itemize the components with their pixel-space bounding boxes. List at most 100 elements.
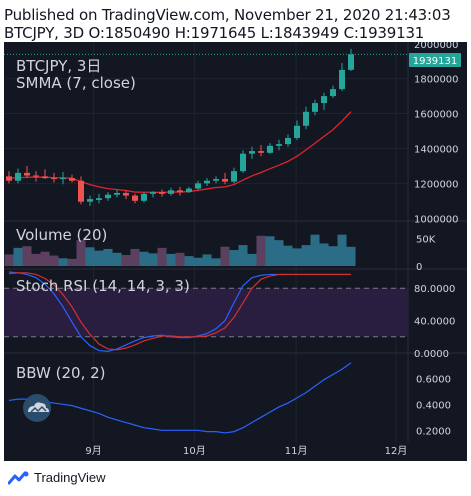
stoch-rsi-legend: Stoch RSI (14, 14, 3, 3) <box>16 277 190 295</box>
candle-body <box>123 192 129 196</box>
volume-tick-label: 50K <box>416 235 436 246</box>
stoch-rsi-band <box>4 288 408 337</box>
volume-bar <box>310 234 320 266</box>
candle-body <box>330 89 336 97</box>
volume-bar <box>103 248 113 266</box>
candle-body <box>276 144 282 146</box>
candle-body <box>6 176 12 181</box>
candle-body <box>15 172 21 181</box>
chart-container[interactable]: 2000000 1800000 1600000 1400000 1200000 10000… <box>4 40 467 461</box>
volume-bar <box>301 245 311 266</box>
bbw-legend: BBW (20, 2) <box>16 364 106 382</box>
candle-body <box>51 178 57 180</box>
candle-body <box>150 192 156 194</box>
candle-body <box>348 54 354 70</box>
candle-body <box>240 153 246 172</box>
time-tick-label: 10月 <box>183 445 206 457</box>
bbw-axis: 0.6000 0.4000 0.2000 <box>416 374 451 437</box>
volume-legend: Volume (20) <box>16 226 107 244</box>
volume-bar <box>139 251 149 266</box>
bbw-tick-label: 0.2000 <box>416 426 451 437</box>
chart-grid <box>4 42 408 442</box>
price-tick-label: 1200000 <box>414 179 459 190</box>
volume-axis: 50K 0 <box>416 235 436 274</box>
volume-bar <box>76 240 86 266</box>
volume-bar <box>184 256 194 266</box>
bbw-tick-label: 0.6000 <box>416 374 451 385</box>
volume-bar <box>40 251 50 266</box>
chart-canvas[interactable]: 2000000 1800000 1600000 1400000 1200000 10000… <box>4 40 467 461</box>
volume-bar <box>220 246 230 266</box>
stoch-tick-label: 40.0000 <box>414 317 455 328</box>
volume-bar <box>283 245 293 266</box>
tradingview-logo-icon <box>8 471 29 484</box>
candle-body <box>69 178 75 181</box>
symbol-title: BTCJPY, 3日 <box>16 57 101 75</box>
candle-body <box>24 172 30 176</box>
last-price-label: 1939131 <box>413 56 458 67</box>
stoch-d-line <box>8 272 351 351</box>
price-tick-label: 1800000 <box>414 75 459 86</box>
candle-body <box>141 193 147 201</box>
publish-info-text: Published on TradingView.com, November 2… <box>4 6 451 24</box>
bbw-line <box>8 362 352 434</box>
candle-body <box>294 125 300 138</box>
price-tick-label: 1600000 <box>414 110 459 121</box>
volume-bar <box>13 247 23 266</box>
candle-body <box>249 151 255 154</box>
bbw-polyline <box>8 362 352 434</box>
volume-bar <box>319 243 329 266</box>
volume-bar <box>85 247 95 266</box>
candle-body <box>78 180 84 202</box>
volume-bar <box>4 254 14 266</box>
volume-bar <box>157 247 167 266</box>
price-axis: 2000000 1800000 1600000 1400000 1200000 10000… <box>414 40 459 226</box>
volume-bar <box>31 253 41 266</box>
candle-body <box>177 190 183 193</box>
tradingview-brand: TradingView <box>34 470 106 485</box>
volume-bar <box>112 252 122 266</box>
candle-body <box>96 198 102 200</box>
volume-bars <box>4 234 356 266</box>
volume-bar <box>292 248 302 266</box>
smma-legend: SMMA (7, close) <box>16 74 136 92</box>
candle-body <box>285 137 291 145</box>
volume-bar <box>130 248 140 266</box>
candle-body <box>258 151 264 153</box>
candle-body <box>33 175 39 177</box>
candlestick-series <box>6 48 354 207</box>
candle-body <box>60 178 66 180</box>
volume-bar <box>166 253 176 266</box>
time-tick-label: 9月 <box>85 445 101 457</box>
pane-dividers <box>4 42 467 442</box>
volume-bar <box>58 258 68 266</box>
time-tick-label: 11月 <box>285 445 308 457</box>
volume-bar <box>202 254 212 266</box>
stoch-tick-label: 80.0000 <box>414 284 455 295</box>
bbw-tick-label: 0.4000 <box>416 400 451 411</box>
candle-body <box>42 176 48 179</box>
volume-bar <box>121 255 131 266</box>
volume-bar <box>346 246 356 266</box>
volume-bar <box>49 255 59 266</box>
time-tick-label: 12月 <box>385 445 408 457</box>
last-price-badge <box>409 53 461 67</box>
volume-tick-label: 0 <box>416 262 422 273</box>
volume-bar <box>193 257 203 266</box>
candle-body <box>339 69 345 90</box>
candle-body <box>87 199 93 202</box>
stoch-tick-label: 0.0000 <box>414 349 449 360</box>
candle-body <box>195 183 201 189</box>
candle-body <box>168 190 174 194</box>
volume-bar <box>148 253 158 266</box>
candle-body <box>231 171 237 182</box>
candle-body <box>132 195 138 201</box>
stoch-rsi-axis: 80.0000 40.0000 0.0000 <box>414 284 455 360</box>
stoch-rsi-band-lines <box>4 287 408 338</box>
price-tick-label: 1000000 <box>414 214 459 225</box>
candle-body <box>213 178 219 181</box>
candle-body <box>204 180 210 184</box>
candle-body <box>321 96 327 104</box>
price-tick-label: 1400000 <box>414 144 459 155</box>
candle-body <box>186 188 192 193</box>
